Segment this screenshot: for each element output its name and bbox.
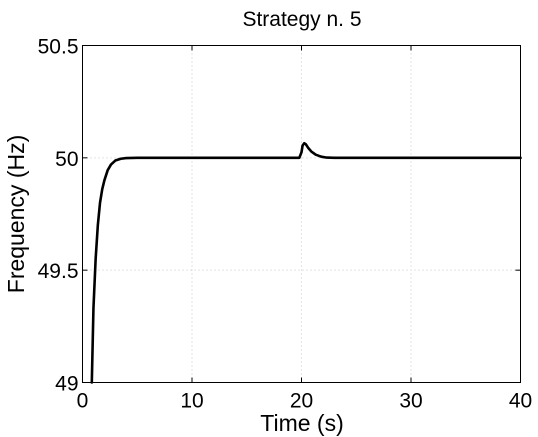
frequency-series-line: [90, 141, 522, 384]
x-tick-label: 30: [399, 390, 422, 413]
x-tick-label: 40: [509, 390, 532, 413]
x-axis-label: Time (s): [260, 410, 343, 436]
x-tick-label: 10: [180, 390, 203, 413]
grid: [82, 45, 521, 383]
series-group: [90, 141, 522, 384]
y-tick-label: 49.5: [38, 260, 79, 283]
axis-ticks: [82, 45, 521, 383]
y-tick-label: 49: [55, 373, 78, 396]
y-axis-label: Frequency (Hz): [3, 135, 29, 293]
tick-labels: 0 10 20 30 40 49 49.5 50 50.5: [38, 36, 533, 413]
y-tick-label: 50: [55, 148, 78, 171]
x-tick-label: 20: [290, 390, 313, 413]
chart-title: Strategy n. 5: [242, 8, 361, 31]
y-tick-label: 50.5: [38, 36, 79, 59]
x-tick-label: 0: [77, 390, 89, 413]
